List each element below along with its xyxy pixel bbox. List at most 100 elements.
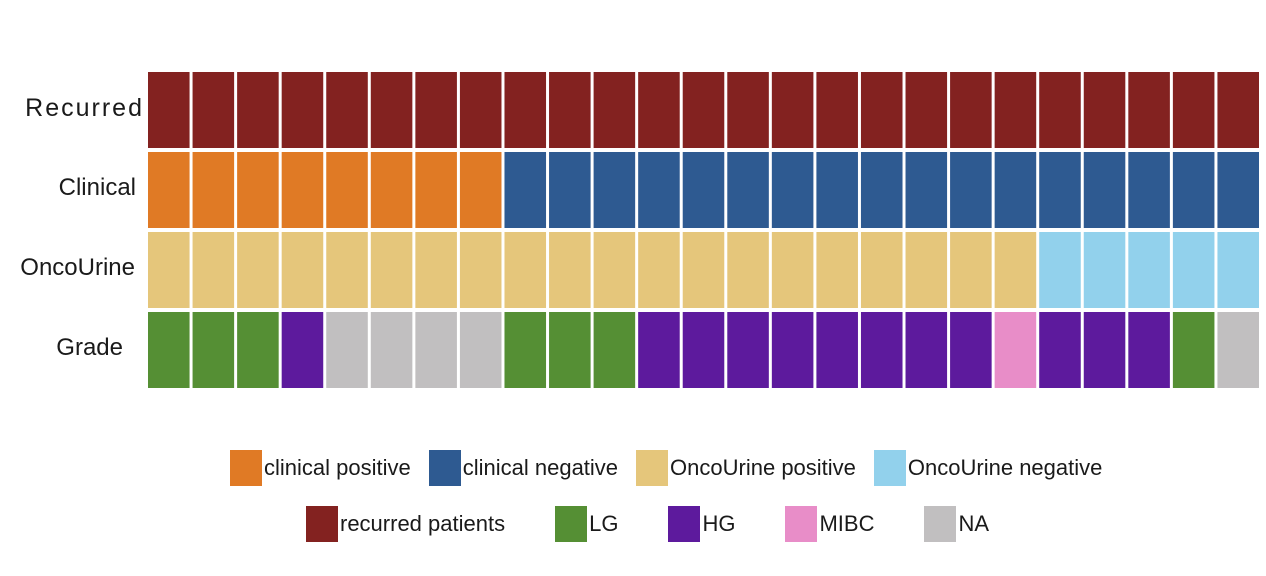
cell-grade-17 <box>860 312 903 388</box>
cell-grade-13 <box>682 312 725 388</box>
cell-recurred-15 <box>771 72 814 148</box>
cell-clinical-10 <box>549 152 591 228</box>
row-label-grade: Grade <box>56 334 123 361</box>
legend-label: OncoUrine positive <box>670 455 856 480</box>
legend-label: clinical negative <box>462 455 619 480</box>
legend-item-clinical-neg: clinical negative <box>428 450 619 486</box>
cell-grade-3 <box>237 312 279 388</box>
cell-grade-23 <box>1128 312 1170 388</box>
cell-oncourine-3 <box>237 232 279 308</box>
cell-oncourine-6 <box>370 232 413 308</box>
row-label-recurred: Recurred <box>25 94 144 122</box>
cell-clinical-15 <box>771 152 814 228</box>
legend-label: OncoUrine negative <box>907 455 1103 480</box>
cell-clinical-20 <box>994 152 1037 228</box>
cell-oncourine-9 <box>504 232 547 308</box>
legend-swatch <box>306 506 338 542</box>
cell-recurred-1 <box>148 72 190 148</box>
cell-clinical-5 <box>326 152 368 228</box>
cell-oncourine-17 <box>860 232 903 308</box>
legend-item-HG: HG <box>668 506 735 542</box>
legend-label: HG <box>702 511 736 536</box>
cell-grade-15 <box>771 312 814 388</box>
legend-item-NA: NA <box>924 506 989 542</box>
cell-recurred-7 <box>415 72 457 148</box>
cell-grade-22 <box>1083 312 1126 388</box>
cell-grade-21 <box>1039 312 1081 388</box>
cell-recurred-13 <box>682 72 725 148</box>
cell-recurred-3 <box>237 72 279 148</box>
cell-oncourine-20 <box>994 232 1037 308</box>
cell-recurred-10 <box>549 72 591 148</box>
legend-label: recurred patients <box>340 511 506 536</box>
cell-recurred-20 <box>994 72 1037 148</box>
cell-oncourine-5 <box>326 232 368 308</box>
cell-recurred-22 <box>1083 72 1126 148</box>
cell-grade-16 <box>816 312 858 388</box>
cell-oncourine-15 <box>771 232 814 308</box>
cell-recurred-21 <box>1039 72 1081 148</box>
cell-recurred-19 <box>950 72 992 148</box>
cell-clinical-25 <box>1217 152 1259 228</box>
cell-clinical-16 <box>816 152 858 228</box>
cell-recurred-12 <box>638 72 680 148</box>
cell-recurred-5 <box>326 72 368 148</box>
cell-clinical-3 <box>237 152 279 228</box>
legend-swatch <box>668 506 701 542</box>
cell-oncourine-16 <box>816 232 858 308</box>
cell-recurred-9 <box>504 72 547 148</box>
cell-clinical-9 <box>504 152 547 228</box>
cell-oncourine-14 <box>727 232 769 308</box>
cell-grade-10 <box>549 312 591 388</box>
cell-oncourine-11 <box>593 232 636 308</box>
cell-clinical-18 <box>905 152 948 228</box>
cell-grade-5 <box>326 312 368 388</box>
cell-oncourine-22 <box>1083 232 1126 308</box>
cell-grade-4 <box>281 312 324 388</box>
cell-grade-2 <box>192 312 235 388</box>
cell-grade-1 <box>148 312 190 388</box>
cell-grade-11 <box>593 312 636 388</box>
legend-item-MIBC: MIBC <box>785 506 874 542</box>
cell-grade-25 <box>1217 312 1259 388</box>
legend-row-2: recurred patients LG HG MIBC NA <box>306 506 989 542</box>
legend-swatch <box>636 450 669 486</box>
cell-recurred-11 <box>593 72 636 148</box>
legend-swatch <box>428 450 461 486</box>
cell-recurred-16 <box>816 72 858 148</box>
cell-recurred-17 <box>860 72 903 148</box>
cell-grade-12 <box>638 312 680 388</box>
cell-clinical-23 <box>1128 152 1170 228</box>
legend-label: LG <box>589 511 619 536</box>
cell-recurred-4 <box>281 72 324 148</box>
legend-item-LG: LG <box>555 506 618 542</box>
cell-clinical-22 <box>1083 152 1126 228</box>
cell-clinical-24 <box>1172 152 1215 228</box>
cell-clinical-4 <box>281 152 324 228</box>
legend-label: clinical positive <box>264 455 411 480</box>
cell-oncourine-25 <box>1217 232 1259 308</box>
cell-recurred-8 <box>459 72 502 148</box>
cell-recurred-14 <box>727 72 769 148</box>
cell-oncourine-2 <box>192 232 235 308</box>
cell-grade-19 <box>950 312 992 388</box>
legend-swatch <box>873 450 906 486</box>
cell-clinical-8 <box>459 152 502 228</box>
cell-oncourine-18 <box>905 232 948 308</box>
legend-swatch <box>785 506 818 542</box>
cell-oncourine-21 <box>1039 232 1081 308</box>
cell-clinical-14 <box>727 152 769 228</box>
cell-oncourine-19 <box>950 232 992 308</box>
legend-item-clinical-pos: clinical positive <box>230 450 411 486</box>
cell-recurred-18 <box>905 72 948 148</box>
cell-oncourine-8 <box>459 232 502 308</box>
legend-item-onco-pos: OncoUrine positive <box>636 450 856 486</box>
legend-swatch <box>230 450 262 486</box>
legend-swatch <box>924 506 957 542</box>
cell-clinical-11 <box>593 152 636 228</box>
cell-oncourine-12 <box>638 232 680 308</box>
cell-recurred-23 <box>1128 72 1170 148</box>
cell-grade-6 <box>370 312 413 388</box>
cell-oncourine-10 <box>549 232 591 308</box>
